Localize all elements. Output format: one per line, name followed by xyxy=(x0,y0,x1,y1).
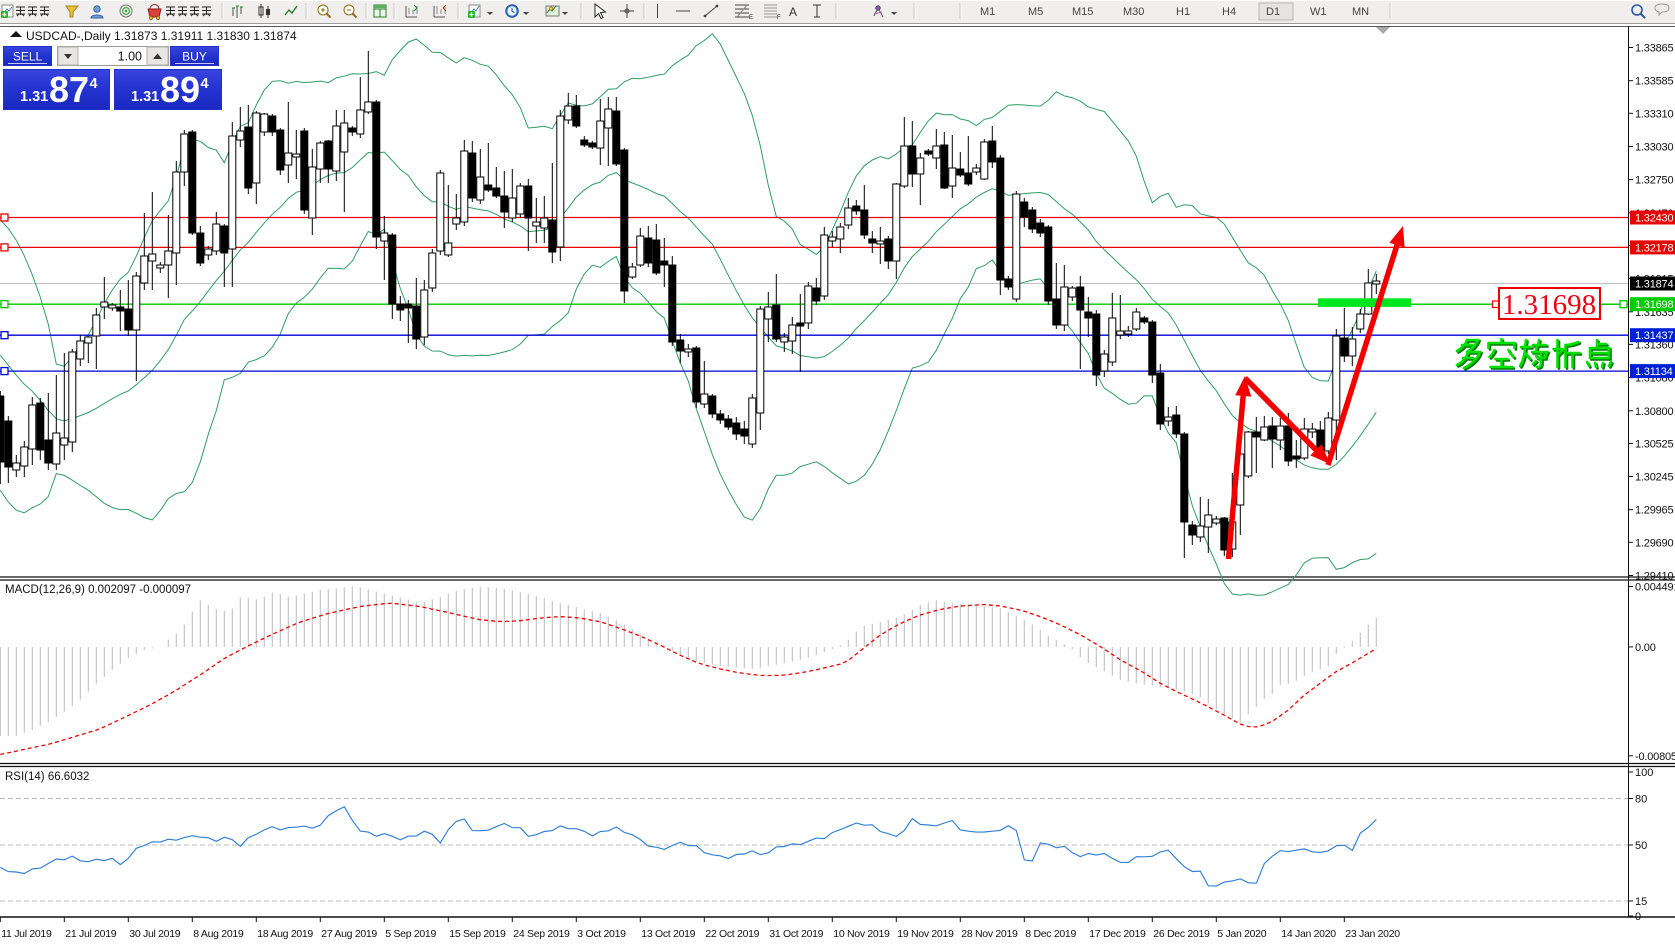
svg-text:5 Sep 2019: 5 Sep 2019 xyxy=(385,928,436,940)
svg-text:1.31134: 1.31134 xyxy=(1635,366,1673,378)
svg-text:1.31437: 1.31437 xyxy=(1635,330,1673,342)
svg-text:24 Sep 2019: 24 Sep 2019 xyxy=(513,928,570,940)
svg-text:13 Oct 2019: 13 Oct 2019 xyxy=(641,928,695,940)
svg-text:3 Oct 2019: 3 Oct 2019 xyxy=(577,928,626,940)
svg-text:1.00: 1.00 xyxy=(118,50,142,64)
svg-text:89: 89 xyxy=(160,69,200,110)
svg-text:5 Jan 2020: 5 Jan 2020 xyxy=(1217,928,1266,940)
svg-text:H4: H4 xyxy=(1222,6,1236,18)
svg-text:8 Dec 2019: 8 Dec 2019 xyxy=(1025,928,1076,940)
svg-text:19 Nov 2019: 19 Nov 2019 xyxy=(897,928,954,940)
svg-text:31 Oct 2019: 31 Oct 2019 xyxy=(769,928,823,940)
svg-text:MN: MN xyxy=(1352,6,1369,18)
svg-text:1.31698: 1.31698 xyxy=(1635,299,1673,311)
svg-text:1.33030: 1.33030 xyxy=(1635,142,1673,154)
svg-text:0.00: 0.00 xyxy=(1635,642,1656,654)
svg-text:1.33865: 1.33865 xyxy=(1635,43,1673,55)
svg-text:M15: M15 xyxy=(1072,6,1093,18)
svg-text:M5: M5 xyxy=(1028,6,1043,18)
svg-text:USDCAD-,Daily 1.31873 1.31911: USDCAD-,Daily 1.31873 1.31911 1.31830 1.… xyxy=(26,29,297,43)
svg-text:87: 87 xyxy=(49,69,89,110)
svg-text:F: F xyxy=(777,15,781,21)
svg-text:1.31698: 1.31698 xyxy=(1502,289,1596,321)
svg-text:MACD(12,26,9) 0.002097 -0.0000: MACD(12,26,9) 0.002097 -0.000097 xyxy=(5,584,191,596)
svg-text:10 Nov 2019: 10 Nov 2019 xyxy=(833,928,890,940)
svg-text:21 Jul 2019: 21 Jul 2019 xyxy=(65,928,116,940)
svg-text:0.004491: 0.004491 xyxy=(1635,582,1675,594)
svg-text:1.32178: 1.32178 xyxy=(1635,242,1673,254)
svg-text:18 Aug 2019: 18 Aug 2019 xyxy=(257,928,313,940)
svg-text:30 Jul 2019: 30 Jul 2019 xyxy=(129,928,180,940)
svg-text:SELL: SELL xyxy=(13,50,43,64)
svg-text:100: 100 xyxy=(1635,767,1653,779)
svg-text:11 Jul 2019: 11 Jul 2019 xyxy=(1,928,52,940)
svg-text:0: 0 xyxy=(1635,911,1641,923)
svg-text:H1: H1 xyxy=(1176,6,1190,18)
svg-text:1.31: 1.31 xyxy=(20,89,48,105)
svg-text:17 Dec 2019: 17 Dec 2019 xyxy=(1089,928,1146,940)
svg-text:14 Jan 2020: 14 Jan 2020 xyxy=(1281,928,1336,940)
svg-text:1.30245: 1.30245 xyxy=(1635,472,1673,484)
svg-text:27 Aug 2019: 27 Aug 2019 xyxy=(321,928,377,940)
svg-text:1.31874: 1.31874 xyxy=(1635,279,1673,291)
svg-text:RSI(14) 66.6032: RSI(14) 66.6032 xyxy=(5,771,89,783)
svg-text:4: 4 xyxy=(201,76,209,92)
svg-text:BUY: BUY xyxy=(182,50,207,64)
svg-text:26 Dec 2019: 26 Dec 2019 xyxy=(1153,928,1210,940)
svg-text:W1: W1 xyxy=(1310,6,1327,18)
svg-text:M1: M1 xyxy=(980,6,995,18)
svg-text:1.30800: 1.30800 xyxy=(1635,406,1673,418)
svg-text:1.32750: 1.32750 xyxy=(1635,175,1673,187)
svg-text:22 Oct 2019: 22 Oct 2019 xyxy=(705,928,759,940)
svg-text:1.30525: 1.30525 xyxy=(1635,438,1673,450)
svg-text:1.31360: 1.31360 xyxy=(1635,339,1673,351)
svg-text:23 Jan 2020: 23 Jan 2020 xyxy=(1345,928,1400,940)
svg-text:15 Sep 2019: 15 Sep 2019 xyxy=(449,928,506,940)
svg-text:A: A xyxy=(789,5,797,19)
svg-text:1.29965: 1.29965 xyxy=(1635,505,1673,517)
svg-text:4: 4 xyxy=(90,76,98,92)
svg-text:50: 50 xyxy=(1635,840,1647,852)
svg-text:-0.008055: -0.008055 xyxy=(1635,751,1675,763)
svg-text:8 Aug 2019: 8 Aug 2019 xyxy=(193,928,244,940)
svg-text:80: 80 xyxy=(1635,794,1647,806)
svg-text:28 Nov 2019: 28 Nov 2019 xyxy=(961,928,1018,940)
svg-text:D1: D1 xyxy=(1266,6,1280,18)
svg-text:1.32430: 1.32430 xyxy=(1635,213,1673,225)
svg-text:1.33310: 1.33310 xyxy=(1635,108,1673,120)
svg-text:E: E xyxy=(749,15,753,21)
svg-text:M30: M30 xyxy=(1123,6,1144,18)
svg-text:1.31: 1.31 xyxy=(131,89,159,105)
svg-text:1.29410: 1.29410 xyxy=(1635,571,1673,583)
svg-text:15: 15 xyxy=(1635,896,1647,908)
svg-text:1.33585: 1.33585 xyxy=(1635,76,1673,88)
svg-text:1.29690: 1.29690 xyxy=(1635,537,1673,549)
